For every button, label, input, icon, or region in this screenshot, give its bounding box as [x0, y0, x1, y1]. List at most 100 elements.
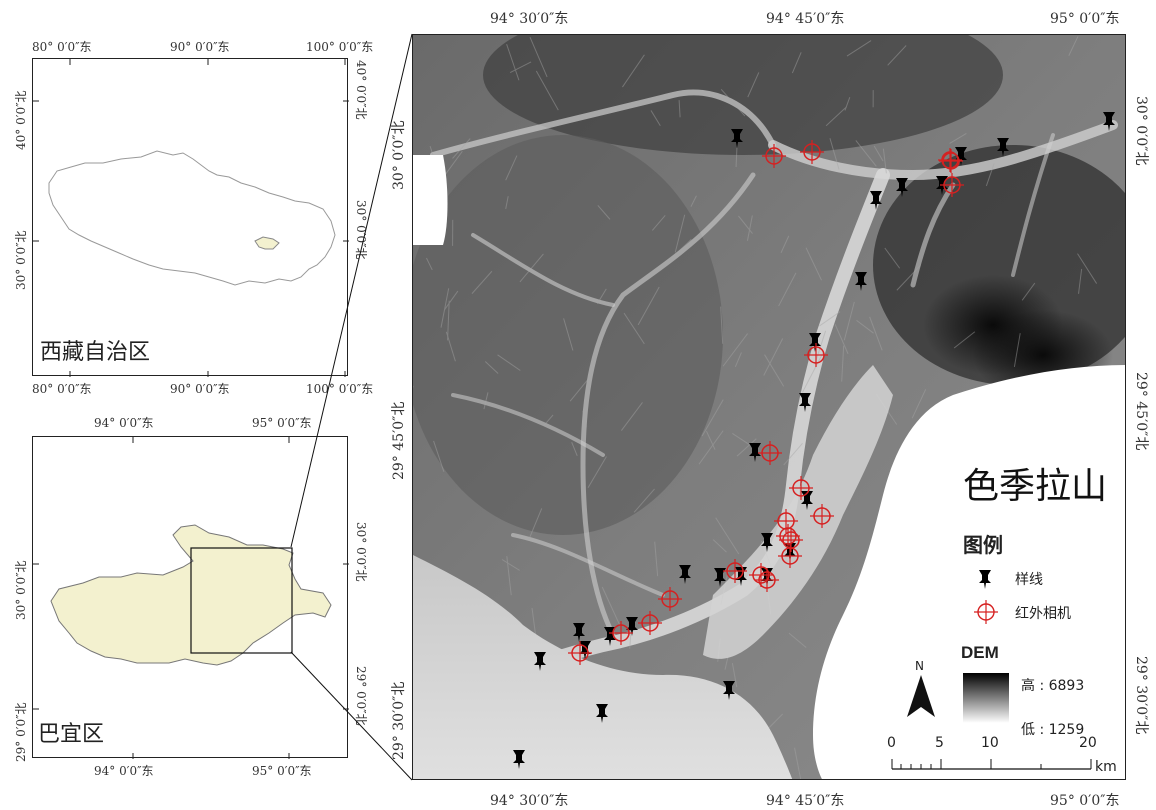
drainage-line [1013, 333, 1021, 368]
scale-label-0: 0 [887, 735, 896, 751]
transect-pushpin-icon [534, 652, 546, 671]
drainage-line [712, 539, 727, 553]
drainage-line [856, 319, 874, 334]
transect-pushpin-icon [761, 533, 773, 552]
drainage-line [582, 410, 587, 428]
drainage-line [843, 301, 855, 341]
drainage-line [887, 45, 907, 66]
drainage-line [747, 72, 760, 98]
drainage-line [531, 608, 537, 636]
legend-label-transect: 样线 [1015, 572, 1043, 588]
drainage-line [764, 354, 785, 387]
transect-pushpin-icon [870, 191, 882, 210]
main-bottom-tick-1: 94° 30′0″东 [490, 793, 569, 809]
study-area-extent [190, 547, 293, 654]
infrared-camera-crosshair-icon [755, 568, 779, 592]
infrared-camera-crosshair-icon [762, 144, 786, 168]
infrared-camera-crosshair-icon [568, 641, 592, 665]
county-top-tick-1: 94° 0′0″东 [94, 416, 154, 430]
main-map-frame[interactable]: 色季拉山 图例 样线 红外相机 N DEM 高 : 6893 低 : [412, 34, 1126, 780]
drainage-line [601, 586, 621, 627]
drainage-line [884, 247, 901, 269]
drainage-line [497, 354, 521, 371]
transect-pushpin-icon [679, 565, 691, 584]
drainage-line [896, 265, 921, 291]
drainage-line [1021, 282, 1036, 301]
county-outline-svg [33, 437, 349, 759]
drainage-line [519, 253, 544, 283]
main-left-tick-1: 30° 0′0″北 [391, 120, 407, 191]
drainage-line [844, 97, 851, 111]
camera-markers [568, 140, 964, 665]
drainage-line [633, 488, 655, 513]
north-arrow: N [903, 659, 939, 723]
drainage-line [805, 247, 822, 281]
main-top-tick-1: 94° 30′0″东 [490, 11, 569, 27]
county-ticks [33, 437, 349, 759]
drainage-line [509, 61, 532, 74]
county-map-title: 巴宜区 [38, 722, 105, 747]
overview-map-frame [32, 58, 349, 377]
drainage-line [654, 541, 659, 577]
drainage-line [949, 132, 967, 144]
drainage-line [715, 517, 740, 555]
scale-label-10: 10 [981, 735, 999, 751]
north-label: N [915, 659, 924, 673]
infrared-camera-crosshair-icon [638, 611, 662, 635]
main-map-title: 色季拉山 [963, 466, 1108, 507]
drainage-line [506, 556, 512, 596]
infrared-camera-crosshair-icon [789, 476, 813, 500]
main-top-tick-2: 94° 45′0″东 [766, 11, 845, 27]
legend-item-camera: 红外相机 [963, 600, 1123, 625]
tibet-boundary [48, 150, 336, 286]
transect-pushpin-icon [723, 681, 735, 700]
drainage-line [778, 272, 797, 307]
drainage-line [953, 331, 976, 349]
drainage-line [527, 508, 543, 541]
drainage-line [763, 338, 784, 376]
main-top-tick-3: 95° 0′0″东 [1050, 11, 1120, 27]
dem-legend-title: DEM [961, 643, 999, 662]
drainage-line [529, 36, 548, 78]
pushpin-icon [979, 570, 991, 589]
drainage-line [1077, 253, 1098, 284]
dem-low-label: 低 : 1259 [1021, 722, 1085, 738]
overview-bottom-tick-1: 80° 0′0″东 [32, 382, 92, 396]
county-bottom-tick-2: 95° 0′0″东 [252, 764, 312, 778]
transect-pushpin-icon [596, 704, 608, 723]
overview-top-tick-2: 90° 0′0″东 [170, 40, 230, 54]
drainage-line [445, 331, 456, 362]
scale-bar-ruler [891, 759, 1092, 770]
drainage-line [637, 286, 660, 326]
drainage-line [452, 138, 471, 159]
drainage-line [623, 312, 645, 345]
drainage-line [706, 431, 716, 450]
scale-unit: km [1095, 759, 1117, 775]
drainage-line [678, 100, 681, 118]
transect-pushpin-icon [513, 750, 525, 769]
scale-bar: 0 5 10 20 km [887, 735, 1123, 779]
drainage-line [701, 399, 724, 437]
drainage-line [819, 311, 841, 327]
drainage-line [698, 430, 724, 465]
infrared-camera-crosshair-icon [658, 587, 682, 611]
infrared-camera-crosshair-icon [810, 504, 834, 528]
drainage-line [734, 352, 742, 368]
drainage-line [505, 155, 518, 181]
drainage-line [651, 215, 666, 231]
main-right-tick-2: 29° 45′0″北 [1133, 372, 1149, 451]
legend: 图例 样线 红外相机 [963, 529, 1123, 639]
infrared-camera-crosshair-icon [940, 173, 964, 197]
drainage-line [690, 195, 697, 207]
county-top-tick-2: 95° 0′0″东 [252, 416, 312, 430]
transect-pushpin-icon [749, 443, 761, 462]
drainage-line [1078, 268, 1083, 294]
drainage-line [563, 318, 574, 351]
transect-pushpin-icon [855, 272, 867, 291]
transect-pushpin-icon [714, 568, 726, 587]
dem-lowland-river [703, 365, 893, 659]
scale-label-20: 20 [1079, 735, 1097, 751]
drainage-line [882, 148, 887, 174]
drainage-line [731, 662, 738, 688]
transect-pushpin-icon [799, 393, 811, 412]
